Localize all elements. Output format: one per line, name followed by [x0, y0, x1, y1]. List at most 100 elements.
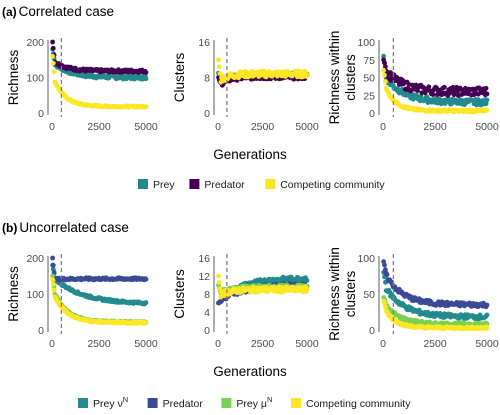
data-point	[50, 255, 55, 261]
y-axis-title: Richness	[6, 266, 21, 322]
legend-swatch	[147, 398, 158, 408]
x-tick-label: 0	[215, 338, 221, 350]
data-point	[484, 91, 490, 97]
data-point	[484, 302, 490, 308]
series-3	[216, 57, 310, 85]
data-point	[50, 273, 55, 279]
x-tick-label: 0	[215, 121, 221, 133]
data-point	[384, 272, 390, 278]
legend-label: Predator	[163, 398, 204, 410]
series-4	[381, 298, 490, 332]
data-point	[383, 64, 388, 70]
data-point	[484, 325, 490, 331]
x-axis-title: Generations	[213, 147, 287, 162]
y-axis-title-line: clusters	[343, 54, 358, 101]
y-tick-label: 16	[198, 253, 210, 265]
y-tick-label: 200	[26, 37, 44, 49]
y-tick-label: 200	[26, 253, 44, 265]
legend-label: Prey νN	[93, 395, 128, 410]
data-point	[143, 76, 149, 82]
data-point	[484, 107, 490, 113]
y-axis-title: Richness withinclusters	[327, 31, 358, 125]
x-tick-label: 2500	[251, 121, 275, 133]
legend-label: Competing community	[280, 179, 385, 191]
y-axis-title: Clusters	[172, 52, 187, 102]
data-point	[216, 64, 222, 70]
y-tick-label: 100	[26, 289, 44, 301]
legend-uncorrelated: Prey νN Predator Prey μN Competing communit…	[78, 395, 411, 410]
y-axis-title: Richness withinclusters	[327, 247, 358, 341]
series-1	[50, 46, 149, 82]
series-2	[50, 255, 149, 283]
y-axis-title-line: clusters	[343, 270, 358, 317]
y-tick-label: 16	[198, 37, 210, 49]
series-4	[50, 277, 149, 326]
data-point	[415, 88, 420, 93]
y-tick-label: 50	[363, 289, 375, 301]
panel-title-b: (b) Uncorrelated case	[2, 220, 129, 235]
legend-swatch	[189, 179, 200, 189]
legend-swatch	[291, 398, 301, 408]
chart-panel-5: 0 4 8 12 16 0 2500 5000 Clusters	[172, 253, 319, 350]
series-1	[50, 262, 149, 307]
y-tick-label: 0	[369, 325, 375, 337]
y-tick-label: 100	[357, 37, 375, 49]
data-point	[143, 300, 149, 305]
series-2	[381, 57, 490, 98]
x-tick-label: 5000	[295, 338, 319, 350]
x-tick-label: 0	[380, 121, 386, 133]
panel-title-a: (a) Correlated case	[2, 4, 114, 19]
data-point	[50, 262, 56, 268]
data-point	[304, 286, 310, 292]
x-tick-label: 5000	[134, 121, 158, 133]
panel-title-text: Uncorrelated case	[19, 220, 129, 235]
legend-swatch	[138, 179, 148, 189]
legend-correlated: Prey Predator Competing community	[138, 179, 385, 191]
y-tick-label: 0	[204, 325, 210, 337]
series-2	[381, 259, 490, 310]
series-3	[381, 68, 490, 115]
data-point	[50, 281, 56, 287]
x-tick-label: 5000	[475, 121, 499, 133]
y-tick-label: 12	[198, 271, 210, 283]
y-axis-title: Clusters	[172, 269, 187, 319]
series-2	[50, 39, 149, 75]
chart-panel-4: 0 100 200 0 2500 5000 Richness	[6, 253, 158, 350]
data-point	[143, 70, 149, 75]
y-tick-label: 50	[363, 73, 375, 85]
legend-label: Competing community	[306, 398, 411, 410]
x-tick-label: 2500	[423, 121, 447, 133]
data-point	[381, 68, 386, 73]
chart-panel-3: 0 25 50 75 100 0 2500 5000 Richness withincluste…	[327, 31, 499, 133]
y-axis-title-line: Richness within	[327, 31, 342, 125]
x-tick-label: 0	[49, 338, 55, 350]
x-tick-label: 5000	[475, 338, 499, 350]
data-point	[143, 276, 149, 282]
data-point	[304, 72, 310, 78]
series-4	[216, 273, 310, 300]
x-tick-label: 0	[380, 338, 386, 350]
data-point	[143, 104, 149, 110]
y-tick-label: 100	[357, 253, 375, 265]
data-point	[382, 262, 387, 268]
data-point	[382, 60, 387, 66]
data-point	[50, 53, 55, 59]
panel-label: (a)	[2, 5, 17, 19]
legend-swatch	[221, 398, 232, 408]
chart-panel-6: 0 50 100 0 2500 5000 Richness withinclusters	[327, 247, 499, 350]
x-tick-label: 2500	[87, 338, 111, 350]
y-axis-title-line: Richness within	[327, 247, 342, 341]
data-point	[383, 79, 388, 84]
data-point	[51, 269, 57, 275]
y-tick-label: 0	[38, 325, 44, 337]
y-tick-label: 8	[204, 289, 210, 301]
y-axis-title: Richness	[6, 49, 21, 105]
data-point	[217, 71, 223, 76]
data-point	[50, 39, 55, 45]
y-tick-label: 4	[204, 307, 210, 319]
data-point	[483, 101, 489, 107]
y-tick-label: 0	[38, 108, 44, 120]
data-point	[50, 45, 56, 51]
data-point	[381, 53, 386, 59]
